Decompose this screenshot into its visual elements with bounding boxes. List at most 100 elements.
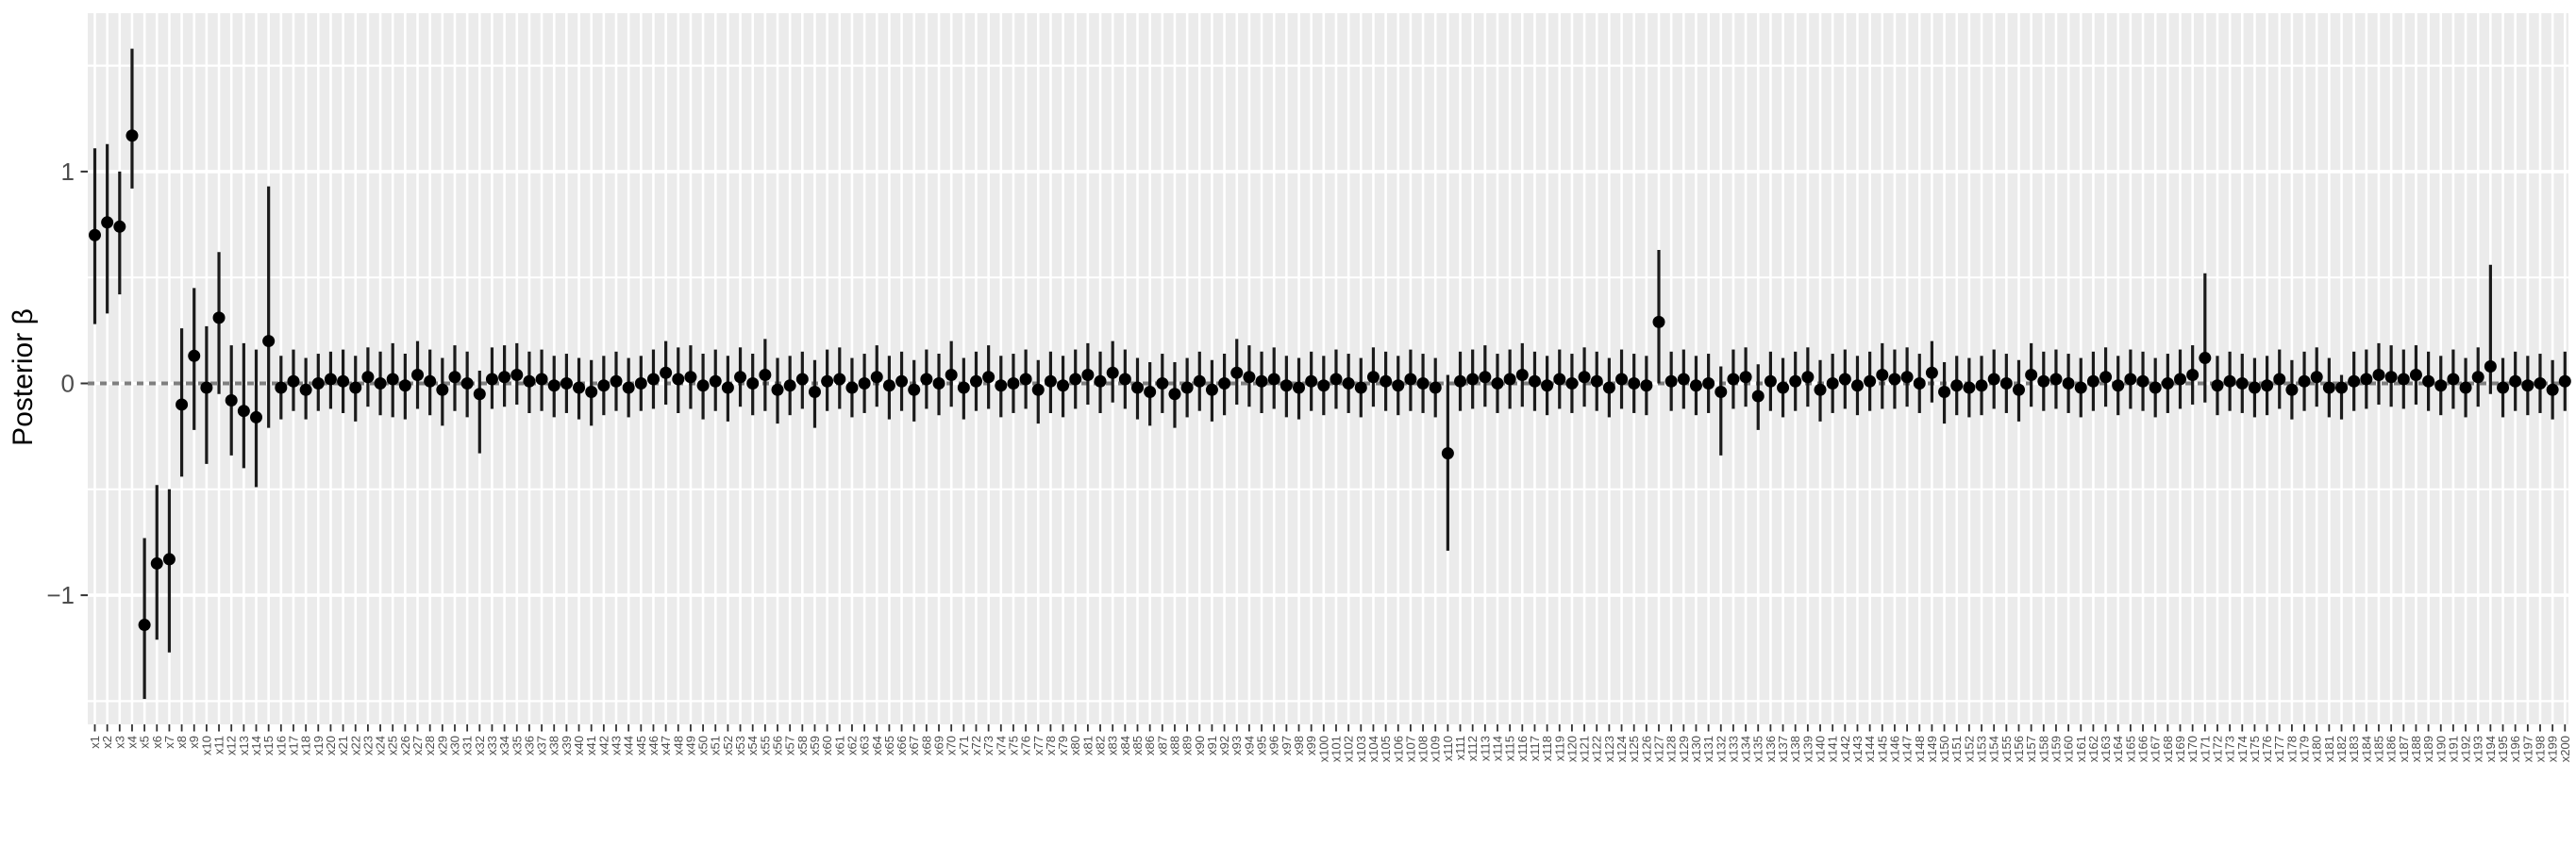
posterior-mean-point xyxy=(2534,377,2547,390)
x-tick-label: x199 xyxy=(2546,736,2560,762)
x-tick-label: x34 xyxy=(497,736,511,755)
x-tick-label: x94 xyxy=(1242,736,1256,755)
posterior-mean-point xyxy=(1366,371,1380,384)
posterior-mean-point xyxy=(1007,377,1020,390)
posterior-mean-point xyxy=(1317,379,1330,392)
x-tick-label: x17 xyxy=(286,736,300,755)
posterior-mean-point xyxy=(1218,377,1231,390)
posterior-mean-point xyxy=(1466,373,1480,386)
x-tick-label: x123 xyxy=(1602,736,1616,762)
pointrange xyxy=(1739,347,1752,407)
x-tick-label: x130 xyxy=(1689,736,1703,762)
posterior-mean-point xyxy=(1628,377,1641,390)
posterior-mean-point xyxy=(1491,377,1504,390)
pointrange xyxy=(2397,349,2410,409)
x-tick-label: x144 xyxy=(1863,736,1877,762)
x-tick-label: x13 xyxy=(237,736,251,755)
pointrange xyxy=(1168,362,1181,428)
x-tick-label: x89 xyxy=(1180,736,1195,755)
pointrange xyxy=(2558,351,2571,411)
posterior-mean-point xyxy=(1168,388,1181,401)
pointrange xyxy=(1441,374,1454,551)
x-tick-label: x132 xyxy=(1714,736,1728,762)
posterior-mean-point xyxy=(771,383,784,396)
pointrange xyxy=(1007,354,1020,413)
x-tick-label: x15 xyxy=(261,736,276,755)
posterior-mean-point xyxy=(150,556,163,570)
pointrange xyxy=(1677,349,1690,409)
pointrange xyxy=(2335,374,2349,420)
pointrange xyxy=(1664,351,1678,411)
posterior-mean-point xyxy=(1255,374,1268,388)
posterior-mean-point xyxy=(734,371,747,384)
x-tick-label: x108 xyxy=(1416,736,1430,762)
posterior-mean-point xyxy=(2025,369,2038,382)
x-tick-label: x6 xyxy=(150,736,164,749)
x-tick-label: x164 xyxy=(2111,736,2125,762)
posterior-mean-point xyxy=(2558,374,2571,388)
posterior-mean-point xyxy=(2223,374,2236,388)
pointrange xyxy=(610,351,623,411)
pointrange xyxy=(1466,349,1480,409)
pointrange xyxy=(2509,351,2522,411)
x-tick-label: x59 xyxy=(808,736,822,755)
pointrange xyxy=(1044,351,1057,413)
posterior-mean-point xyxy=(1454,374,1467,388)
x-tick-label: x38 xyxy=(547,736,561,755)
pointrange xyxy=(1888,349,1901,409)
x-tick-label: x10 xyxy=(199,736,213,755)
posterior-mean-point xyxy=(374,377,387,390)
y-tick-label: 0 xyxy=(61,370,75,398)
x-tick-label: x172 xyxy=(2210,736,2224,762)
x-tick-label: x195 xyxy=(2496,736,2510,762)
x-tick-label: x55 xyxy=(758,736,772,755)
pointrange xyxy=(1628,354,1641,413)
posterior-mean-point xyxy=(411,369,425,382)
posterior-mean-point xyxy=(1106,366,1119,379)
x-tick-label: x5 xyxy=(138,736,152,749)
x-tick-label: x120 xyxy=(1564,736,1579,762)
pointrange xyxy=(485,347,498,409)
x-tick-label: x97 xyxy=(1280,736,1294,755)
x-tick-label: x159 xyxy=(2049,736,2063,762)
x-tick-label: x45 xyxy=(634,736,648,755)
posterior-mean-point xyxy=(1267,373,1280,386)
posterior-mean-point xyxy=(324,373,337,386)
pointrange xyxy=(821,349,834,411)
x-tick-label: x44 xyxy=(622,736,636,755)
pointrange xyxy=(1454,351,1467,411)
posterior-mean-point xyxy=(1801,371,1815,384)
pointrange xyxy=(2149,357,2162,418)
posterior-mean-point xyxy=(1118,373,1131,386)
x-tick-label: x168 xyxy=(2161,736,2175,762)
posterior-mean-point xyxy=(1094,374,1107,388)
x-tick-label: x175 xyxy=(2248,736,2262,762)
x-tick-label: x39 xyxy=(560,736,574,755)
posterior-mean-point xyxy=(908,383,921,396)
pointrange xyxy=(2298,351,2311,411)
x-tick-label: x153 xyxy=(1975,736,1989,762)
pointrange xyxy=(2062,354,2075,413)
posterior-mean-point xyxy=(1354,381,1367,394)
x-tick-label: x200 xyxy=(2558,736,2572,762)
posterior-mean-point xyxy=(510,369,524,382)
x-tick-label: x65 xyxy=(882,736,896,755)
pointrange xyxy=(1925,340,1938,403)
posterior-mean-point xyxy=(498,371,511,384)
x-tick-label: x14 xyxy=(249,736,263,755)
pointrange xyxy=(361,347,375,407)
pointrange xyxy=(2223,351,2236,411)
x-tick-label: x178 xyxy=(2284,736,2299,762)
pointrange xyxy=(1963,357,1976,418)
pointrange xyxy=(299,357,312,420)
x-tick-label: x103 xyxy=(1354,736,1368,762)
pointrange xyxy=(1392,356,1405,416)
pointrange xyxy=(1019,349,1032,409)
pointrange xyxy=(2409,345,2422,405)
pointrange xyxy=(1317,356,1330,416)
posterior-mean-point xyxy=(311,377,325,390)
posterior-mean-point xyxy=(1069,373,1082,386)
posterior-mean-point xyxy=(89,228,101,241)
pointrange xyxy=(597,356,611,416)
x-tick-label: x74 xyxy=(994,736,1008,755)
